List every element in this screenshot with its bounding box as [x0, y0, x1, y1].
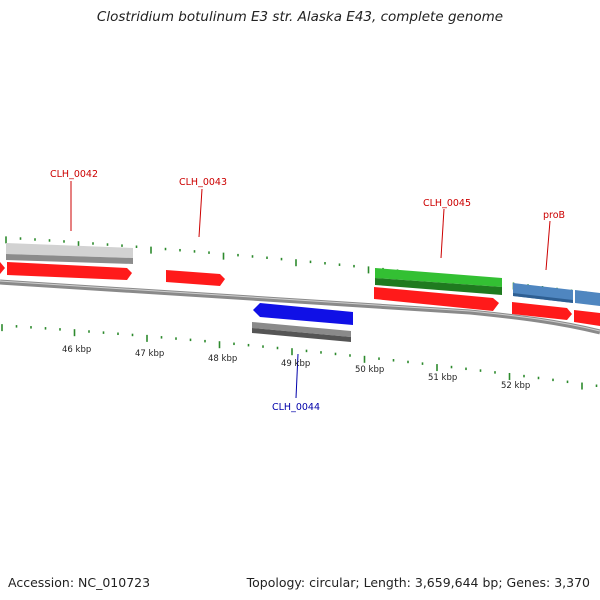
accession-text: Accession: NC_010723 — [8, 575, 151, 590]
cds-arrow[interactable] — [512, 302, 572, 320]
leader-line — [198, 188, 203, 238]
cds-arrow[interactable] — [7, 262, 132, 280]
map-title: Clostridium botulinum E3 str. Alaska E43… — [96, 9, 504, 25]
gene-label-clh0043[interactable]: CLH_0043 — [179, 177, 227, 188]
outer-tick-ring — [5, 236, 587, 299]
gene-blue-reverse[interactable] — [252, 303, 353, 342]
cds-arrow[interactable] — [574, 310, 600, 326]
kbp-label: 52 kbp — [501, 381, 530, 391]
leader-line — [440, 208, 445, 259]
leader-line — [295, 353, 299, 399]
kbp-label: 46 kbp — [62, 345, 91, 355]
cds-arrow[interactable] — [374, 287, 499, 311]
kbp-label: 50 kbp — [355, 365, 384, 375]
cds-arrow[interactable] — [0, 262, 5, 274]
inner-tick-ring — [1, 324, 598, 390]
gene-label-clh0042[interactable]: CLH_0042 — [50, 169, 98, 180]
gene-steelblue-block[interactable] — [513, 283, 600, 306]
gene-green-block[interactable] — [375, 268, 502, 295]
genome-backbone — [0, 279, 600, 335]
kbp-label: 49 kbp — [281, 359, 310, 369]
cds-arrow[interactable] — [166, 270, 225, 286]
genome-summary-text: Topology: circular; Length: 3,659,644 bp… — [246, 575, 590, 590]
gene-label-clh0044[interactable]: CLH_0044 — [272, 402, 320, 413]
kbp-label: 48 kbp — [208, 354, 237, 364]
gene-label-clh0045[interactable]: CLH_0045 — [423, 198, 471, 209]
gene-grey-block[interactable] — [6, 243, 133, 264]
kbp-label: 51 kbp — [428, 373, 457, 383]
kbp-label: 47 kbp — [135, 349, 164, 359]
gene-label-prob[interactable]: proB — [543, 210, 565, 221]
leader-line — [545, 220, 551, 271]
